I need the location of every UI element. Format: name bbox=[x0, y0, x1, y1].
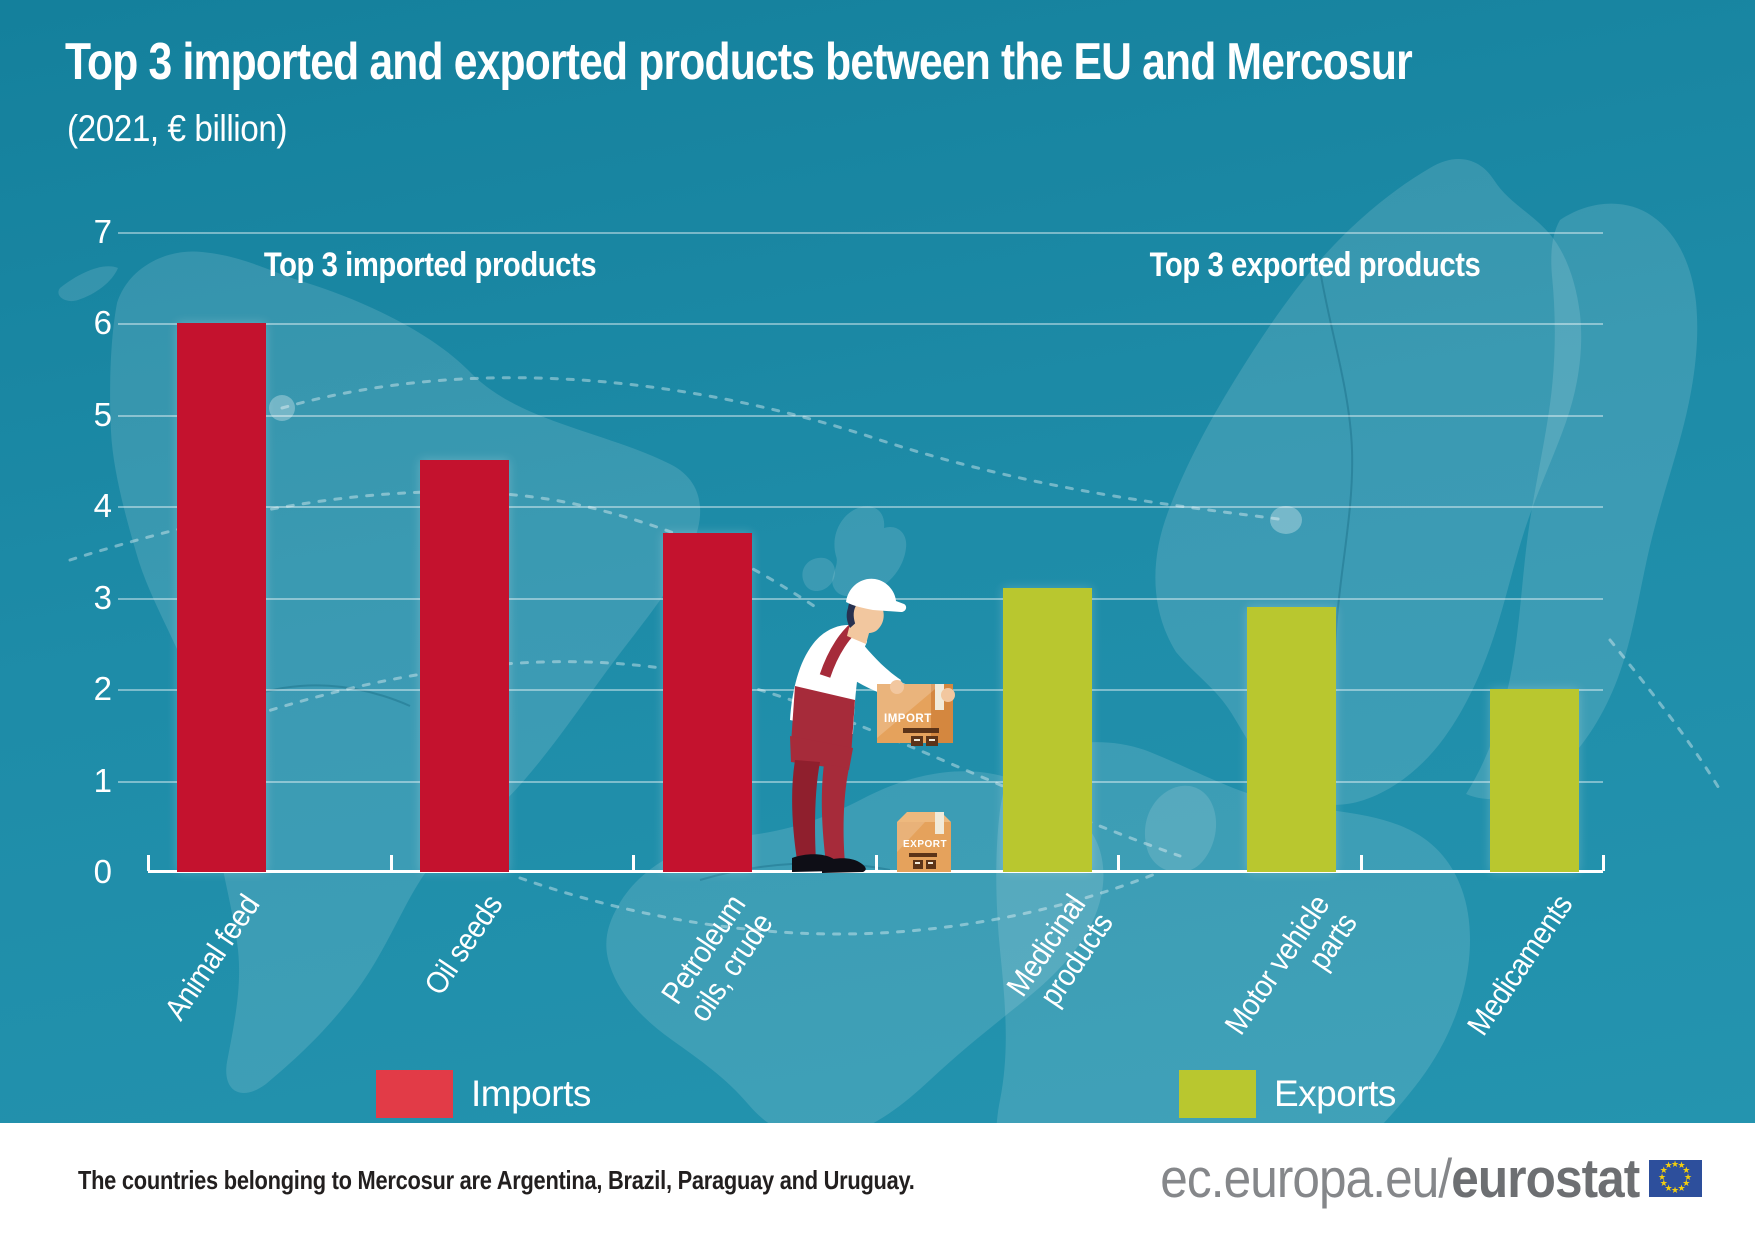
eu-flag-star: ★ bbox=[1682, 1178, 1691, 1188]
x-axis-tick bbox=[1117, 855, 1120, 871]
chart-gridline bbox=[118, 323, 1603, 325]
worker-hand bbox=[941, 688, 955, 702]
legend-label: Exports bbox=[1274, 1073, 1396, 1114]
y-axis-tick-label: 2 bbox=[93, 670, 112, 707]
logo-eurostat: eurostat bbox=[1450, 1147, 1640, 1209]
chart-gridline bbox=[118, 689, 1603, 691]
bar-motor-vehicle-parts bbox=[1247, 606, 1336, 872]
bar-medicinal-products bbox=[1003, 588, 1092, 872]
worker-leg bbox=[792, 760, 820, 861]
route-node-dot bbox=[269, 395, 295, 421]
eu-flag-star: ★ bbox=[1677, 1160, 1686, 1171]
y-axis-tick-label: 0 bbox=[93, 853, 112, 890]
chart-gridline bbox=[118, 414, 1603, 417]
x-axis-tick bbox=[632, 855, 635, 871]
eu-flag-star: ★ bbox=[1671, 1159, 1680, 1169]
ireland-silhouette bbox=[802, 557, 836, 592]
export-box: EXPORT bbox=[897, 812, 951, 872]
import-box-label: IMPORT bbox=[884, 713, 932, 725]
y-axis-tick-label: 3 bbox=[93, 578, 112, 616]
eu-flag-star: ★ bbox=[1671, 1184, 1680, 1195]
eu-flag-star: ★ bbox=[1658, 1171, 1667, 1182]
trade-route-dashed-line bbox=[1608, 638, 1722, 792]
legend-label: Imports bbox=[471, 1073, 591, 1114]
worker-cap bbox=[846, 578, 907, 612]
footer-note: The countries belonging to Mercosur are … bbox=[78, 1165, 915, 1195]
imports-color-swatch bbox=[376, 1070, 453, 1118]
x-axis-label-medicaments: Medicaments bbox=[1459, 888, 1579, 1042]
uk-silhouette bbox=[832, 506, 907, 597]
trade-route-dashed-line bbox=[68, 490, 822, 612]
trade-route-dashed-line bbox=[280, 376, 1288, 522]
worker-illustration: IMPORT EXPORT bbox=[790, 578, 955, 873]
trade-route-dashed-line bbox=[518, 870, 1162, 936]
y-axis-tick-label: 5 bbox=[93, 395, 112, 433]
y-axis-tick-label: 1 bbox=[93, 761, 112, 799]
footer-band: The countries belonging to Mercosur are … bbox=[0, 1123, 1755, 1242]
x-axis-tick bbox=[1359, 855, 1363, 871]
y-axis-tick-label: 6 bbox=[93, 304, 112, 341]
central-europe-silhouette bbox=[996, 742, 1470, 1242]
eu-flag-star: ★ bbox=[1682, 1165, 1691, 1175]
page-subtitle: (2021, € billion) bbox=[67, 108, 288, 149]
eurostat-logo: ec.europa.eu/eurostat ★ ★ ★ ★ ★ ★ ★ ★ ★ ★ ★ ★ bbox=[1107, 1146, 1702, 1210]
eu-flag-star: ★ bbox=[1659, 1178, 1668, 1188]
bar-oil-seeds bbox=[420, 460, 509, 872]
y-axis-tick-label: 7 bbox=[93, 212, 112, 250]
x-axis bbox=[148, 870, 1603, 873]
x-axis-tick bbox=[389, 855, 393, 871]
denmark-silhouette bbox=[1144, 785, 1217, 873]
exports-group-heading: Top 3 exported products bbox=[1149, 246, 1481, 284]
x-axis-tick bbox=[147, 855, 150, 871]
x-axis-tick bbox=[1602, 855, 1605, 871]
eu-flag-star: ★ bbox=[1664, 1160, 1673, 1171]
finland-silhouette bbox=[1466, 203, 1698, 800]
worker-overalls-bib bbox=[791, 686, 855, 756]
x-axis-label-animal-feed: Animal feed bbox=[157, 888, 266, 1027]
export-box-label: EXPORT bbox=[903, 839, 947, 850]
legend-item-imports: Imports bbox=[376, 1070, 591, 1118]
chart-gridline bbox=[118, 506, 1603, 508]
legend-item-exports: Exports bbox=[1179, 1070, 1396, 1118]
route-node-dot bbox=[1270, 506, 1302, 534]
page-title: Top 3 imported and exported products bet… bbox=[65, 33, 1413, 91]
eu-flag-star: ★ bbox=[1664, 1182, 1673, 1193]
eu-flag-icon: ★ ★ ★ ★ ★ ★ ★ ★ ★ ★ ★ ★ bbox=[1649, 1159, 1702, 1197]
central-america-silhouette bbox=[58, 266, 118, 302]
chart-gridline bbox=[118, 780, 1603, 783]
worker-shoe bbox=[822, 858, 866, 873]
eu-flag-star: ★ bbox=[1677, 1182, 1686, 1193]
worker-leg bbox=[821, 764, 849, 863]
imports-group-heading: Top 3 imported products bbox=[263, 246, 597, 284]
x-axis-tick bbox=[874, 855, 878, 871]
logo-url-prefix: ec.europa.eu/ bbox=[1159, 1147, 1452, 1209]
bar-animal-feed bbox=[177, 323, 266, 872]
bar-petroleum-oils-crude bbox=[663, 533, 752, 872]
worker-hand bbox=[890, 680, 904, 694]
bar-medicaments bbox=[1490, 689, 1579, 872]
exports-color-swatch bbox=[1179, 1070, 1256, 1118]
eu-flag-star: ★ bbox=[1684, 1171, 1693, 1182]
chart-gridline bbox=[118, 231, 1603, 234]
eu-flag-star: ★ bbox=[1659, 1165, 1668, 1175]
y-axis-tick-label: 4 bbox=[93, 487, 112, 524]
